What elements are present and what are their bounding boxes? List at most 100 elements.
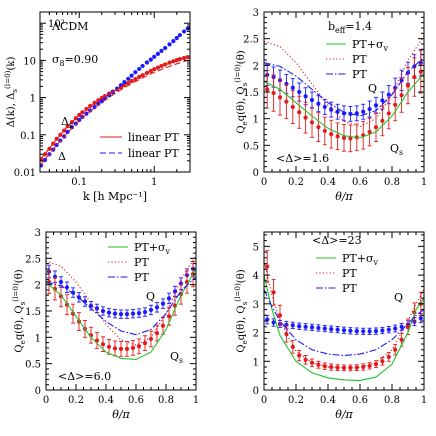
- x-axis-label: k [h Mpc⁻¹]: [83, 190, 147, 203]
- data-point: [329, 326, 334, 332]
- legend-label-pt-blue: PT: [342, 282, 357, 295]
- legend-label-pt-blue: PT: [352, 68, 367, 81]
- data-point: [265, 87, 270, 92]
- y-tick-label: 1: [30, 94, 36, 105]
- data-point: [386, 111, 391, 116]
- plot-area: [46, 255, 196, 361]
- x-tick-label: 0.4: [320, 395, 336, 406]
- x-axis-label: θ/π: [112, 408, 130, 421]
- panel-top-left: 0.1 1 0.01 0.1 1 10 10² k [h Mpc⁻¹] Δ(k), Δs(l=0…: [3, 11, 191, 203]
- legend-label-linear-pt-blue: linear PT: [128, 147, 179, 160]
- ticks: 0 0.2 0.4 0.6 0.8 1 0 1 2 3 4 5: [253, 232, 427, 406]
- data-point: [361, 364, 366, 370]
- data-point: [126, 76, 131, 81]
- data-point: [322, 326, 327, 331]
- plot-area: [264, 250, 424, 382]
- y-tick-label: 5: [253, 242, 259, 253]
- x-tick-label: 0.2: [288, 395, 304, 406]
- data-point: [399, 337, 404, 342]
- series-dashdot-line: [46, 276, 196, 336]
- data-point: [297, 353, 302, 358]
- data-point: [181, 29, 187, 34]
- data-point: [367, 129, 372, 135]
- y-tick-label: 10: [23, 56, 36, 67]
- y-tick-label-top: 10²: [48, 19, 65, 30]
- series-dashdot-line: [264, 56, 424, 117]
- data-point: [380, 118, 385, 123]
- data-point: [160, 301, 166, 306]
- data-point: [290, 104, 295, 110]
- x-axis-label: θ/π: [335, 408, 353, 421]
- x-tick-label: 0: [261, 177, 267, 188]
- y-axis-label: Δ(k), Δs(l=0)(k): [3, 57, 19, 128]
- data-point: [335, 134, 340, 139]
- data-point: [405, 83, 411, 88]
- y-tick-label: 0.1: [20, 131, 36, 142]
- series-Q-points: [46, 261, 196, 319]
- data-point: [341, 135, 347, 140]
- y-tick-label: 2.5: [243, 35, 259, 46]
- data-point: [361, 109, 366, 114]
- series-s-points: [40, 54, 190, 162]
- data-point: [163, 45, 168, 51]
- data-point: [65, 129, 70, 134]
- data-point: [136, 311, 142, 316]
- data-point: [118, 312, 124, 317]
- data-point: [303, 94, 308, 99]
- x-tick-label: 0.1: [71, 177, 87, 188]
- series-Qs-points: [46, 261, 196, 357]
- x-tick-label: 1: [421, 177, 427, 188]
- annotation-delta: Δ: [58, 150, 66, 163]
- data-point: [137, 66, 142, 72]
- x-tick-label: 0: [261, 395, 267, 406]
- y-axis-label: Qeq(θ), Qs(l=0)(θ): [233, 50, 249, 133]
- data-point: [271, 320, 276, 325]
- data-point: [144, 60, 150, 65]
- data-point: [118, 346, 124, 352]
- data-point: [393, 347, 398, 352]
- legend-label-pt-red: PT: [352, 53, 367, 66]
- y-tick-label: 0: [253, 386, 259, 397]
- data-point: [136, 344, 142, 349]
- data-point: [166, 314, 172, 319]
- data-point: [154, 305, 160, 310]
- data-point: [148, 57, 153, 62]
- series-solid-line: [40, 55, 190, 161]
- data-point: [174, 35, 179, 41]
- data-point: [124, 312, 130, 317]
- data-point: [265, 264, 270, 269]
- annotation-Qs: Qs: [170, 350, 183, 365]
- data-point: [100, 308, 106, 314]
- data-point: [386, 92, 391, 97]
- y-tick-label: 4: [253, 271, 259, 282]
- y-tick-label: 3: [253, 8, 259, 19]
- data-point: [399, 93, 404, 98]
- x-tick-label: 0.4: [98, 395, 114, 406]
- data-point: [80, 114, 85, 120]
- data-point: [277, 313, 283, 318]
- data-point: [354, 111, 359, 116]
- data-point: [99, 99, 104, 104]
- data-point: [171, 39, 176, 44]
- data-point: [316, 125, 321, 130]
- data-point: [373, 362, 379, 367]
- data-point: [380, 98, 385, 103]
- data-point: [399, 324, 404, 329]
- annotation-mean-delta: <Δ>=23: [312, 234, 362, 247]
- data-point: [335, 327, 340, 332]
- data-point: [284, 81, 289, 87]
- data-point: [405, 324, 411, 329]
- y-tick-label: 2: [35, 281, 41, 292]
- data-point: [316, 325, 321, 331]
- data-point: [393, 326, 398, 331]
- data-point: [297, 324, 302, 329]
- x-tick-label: 0.6: [128, 395, 144, 406]
- data-point: [380, 359, 385, 364]
- data-point: [341, 365, 347, 370]
- series-dashdot-line: [264, 289, 424, 357]
- data-point: [160, 323, 166, 328]
- data-point: [341, 328, 347, 333]
- x-tick-label: 0.2: [288, 177, 304, 188]
- data-point: [112, 311, 118, 316]
- annotation-mean-delta: <Δ>=1.6: [276, 152, 329, 165]
